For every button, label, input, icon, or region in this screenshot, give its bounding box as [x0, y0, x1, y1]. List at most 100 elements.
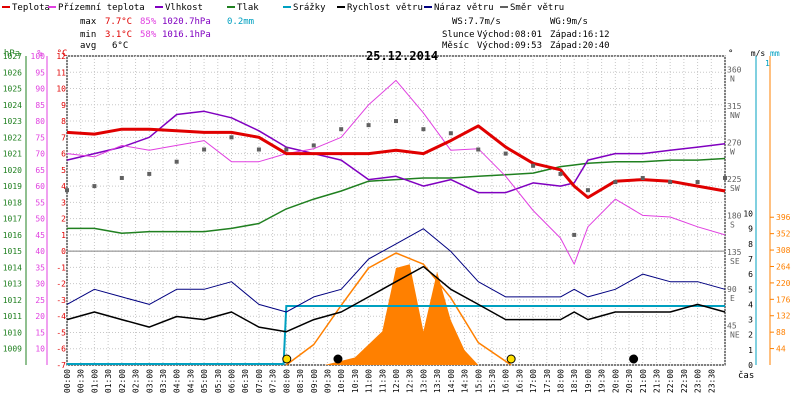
tick-rad: 352: [776, 230, 791, 239]
tick-x: 16:00: [502, 369, 511, 393]
tick-ms: 3: [748, 316, 753, 325]
tick-x: 19:00: [584, 369, 593, 393]
tick-pct: 75: [35, 133, 45, 142]
tick-hpa: 1022: [3, 133, 22, 142]
tick-rad: 176: [776, 295, 791, 304]
legend-label-6: Náraz větru: [434, 3, 494, 13]
min-hum: 58%: [140, 30, 157, 40]
point-wind-dir: [448, 131, 453, 136]
moon-rise: Východ:09:53: [477, 41, 543, 51]
tick-x: 10:00: [337, 369, 346, 393]
series-humidity: [66, 110, 726, 194]
tick-pct: 35: [35, 263, 45, 272]
tick-rad: 132: [776, 312, 791, 321]
tick-x: 21:00: [639, 369, 648, 393]
tick-hpa: 1023: [3, 117, 22, 126]
chart-title: 25.12.2014: [366, 49, 439, 63]
tick-dir-name: N: [730, 74, 735, 83]
tick-x: 15:30: [488, 369, 497, 393]
tick-rad: 220: [776, 279, 791, 288]
point-wind-dir: [147, 171, 152, 176]
tick-degc: -4: [56, 312, 66, 321]
max-label: max: [80, 17, 97, 27]
tick-x: 06:30: [241, 369, 250, 393]
tick-hpa: 1019: [3, 182, 22, 191]
axis-label-ms: m/s: [751, 49, 766, 58]
tick-x: 02:30: [132, 369, 141, 393]
tick-hpa: 1026: [3, 68, 22, 77]
point-wind-dir: [202, 147, 207, 152]
tick-hpa: 1027: [3, 52, 22, 61]
sun-label: Slunce: [442, 30, 475, 40]
tick-pct: 25: [35, 296, 45, 305]
legend-label-0: Teplota: [12, 3, 50, 13]
point-wind-dir: [476, 147, 481, 152]
point-wind-dir: [394, 119, 398, 124]
tick-dir: 180: [727, 212, 742, 221]
point-wind-dir: [284, 147, 289, 152]
tick-pct: 10: [35, 345, 45, 354]
min-press: 1016.1hPa: [162, 30, 211, 40]
tick-x: 06:00: [228, 369, 237, 393]
tick-x: 12:30: [406, 369, 415, 393]
tick-x: 11:30: [378, 369, 387, 393]
tick-degc: 9: [61, 101, 66, 110]
series-wind-speed: [66, 265, 726, 333]
tick-dir-name: NE: [730, 330, 740, 339]
min-label: min: [80, 30, 97, 40]
tick-hpa: 1010: [3, 328, 22, 337]
tick-x: 01:00: [90, 369, 99, 393]
series-rain: [67, 305, 725, 365]
tick-x: 21:30: [652, 369, 661, 393]
moon-label: Měsíc: [442, 41, 470, 51]
tick-x: 20:00: [611, 369, 620, 393]
tick-rad: 88: [776, 328, 786, 337]
tick-x: 09:00: [310, 369, 319, 393]
tick-x: 03:00: [145, 369, 154, 393]
tick-ms: 8: [748, 240, 753, 249]
tick-degc: 10: [56, 85, 66, 94]
tick-dir: 225: [727, 175, 742, 184]
point-wind-dir: [695, 180, 700, 185]
tick-hpa: 1009: [3, 345, 22, 354]
tick-degc: 6: [61, 150, 66, 159]
tick-x: 07:00: [255, 369, 264, 393]
tick-x: 08:00: [282, 369, 291, 393]
tick-x: 18:30: [570, 369, 579, 393]
stats-min: min: [80, 30, 96, 40]
point-wind-dir: [613, 180, 618, 185]
tick-rad: 396: [776, 213, 791, 222]
tick-dir-name: E: [730, 294, 735, 303]
sun-event-marker: [506, 354, 516, 364]
tick-pct: 40: [35, 247, 45, 256]
tick-degc: -3: [56, 296, 66, 305]
point-wind-dir: [229, 135, 234, 140]
tick-x: 03:30: [159, 369, 168, 393]
point-wind-dir: [339, 127, 344, 132]
tick-degc: 2: [61, 215, 66, 224]
tick-hpa: 1020: [3, 166, 22, 175]
tick-hpa: 1017: [3, 215, 22, 224]
sun-rise: Východ:08:01: [477, 30, 543, 40]
tick-ms: 7: [748, 255, 753, 264]
tick-degc: 11: [56, 68, 66, 77]
tick-x: 17:30: [543, 369, 552, 393]
tick-hpa: 1015: [3, 247, 22, 256]
tick-mm: 1: [765, 59, 770, 68]
tick-x: 20:30: [625, 369, 634, 393]
tick-x: 01:30: [104, 369, 113, 393]
point-wind-dir: [256, 147, 261, 152]
tick-x: 08:30: [296, 369, 305, 393]
point-wind-dir: [558, 171, 563, 176]
tick-x: 18:00: [557, 369, 566, 393]
tick-x: 22:30: [680, 369, 689, 393]
stats-block: max: [80, 17, 96, 27]
tick-degc: 7: [61, 133, 66, 142]
tick-ms: 9: [748, 225, 753, 234]
avg-temp: 6°C: [112, 41, 129, 51]
axis-label-mm: mm: [770, 49, 780, 58]
moon-event-marker: [333, 354, 343, 364]
tick-x: 00:30: [77, 369, 86, 393]
legend-label-2: Vlhkost: [165, 3, 203, 13]
tick-x: 14:30: [461, 369, 470, 393]
